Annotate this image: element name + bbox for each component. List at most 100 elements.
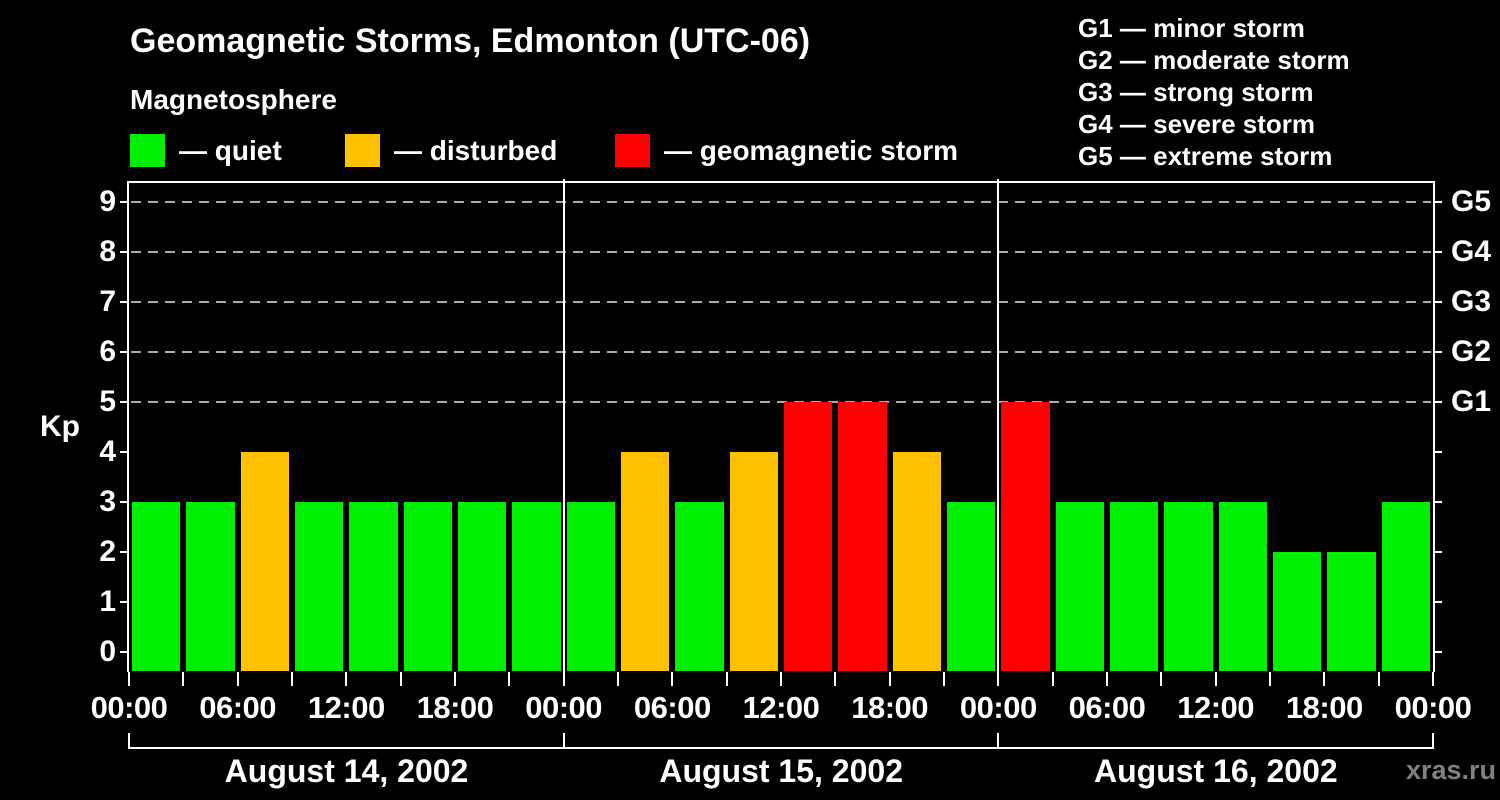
x-tick-label: 00:00 (90, 690, 168, 725)
x-tick (345, 672, 348, 686)
kp-bar (675, 501, 724, 671)
x-tick-label: 12:00 (1177, 690, 1255, 725)
y-tick-label: 3 (99, 484, 116, 518)
subtitle-magnetosphere: Magnetosphere (130, 84, 337, 115)
x-tick (834, 672, 837, 686)
y-axis-label-kp: Kp (40, 410, 80, 443)
x-tick (1269, 672, 1271, 686)
x-tick-label: 18:00 (416, 690, 494, 725)
g-scale-legend-line: G3 — strong storm (1078, 77, 1314, 107)
day-separator (997, 179, 1000, 672)
x-tick (291, 672, 293, 686)
y-tick (120, 650, 129, 653)
kp-bar (1327, 551, 1376, 671)
kp-bar (1381, 501, 1430, 671)
x-tick-label: 06:00 (199, 690, 277, 725)
x-tick-label: 00:00 (1394, 690, 1472, 725)
legend-label-quiet: — quiet (179, 135, 282, 166)
kp-bar (240, 451, 289, 671)
y-tick-right (1433, 600, 1442, 603)
y-tick (120, 350, 129, 353)
y-tick-right (1433, 250, 1442, 253)
x-tick (1051, 672, 1054, 686)
x-tick (780, 672, 782, 686)
legend-swatch-quiet-icon (130, 134, 165, 167)
g-scale-legend: G1 — minor storm G2 — moderate storm G3 … (1078, 12, 1350, 172)
day-separator (562, 179, 565, 672)
kp-bar (458, 501, 507, 671)
x-tick (943, 672, 945, 686)
g-scale-legend-line: G2 — moderate storm (1078, 45, 1350, 75)
kp-bar (947, 501, 996, 671)
kp-bar (892, 451, 941, 671)
kp-bar (784, 401, 833, 671)
x-tick-label: 12:00 (307, 690, 385, 725)
x-tick (182, 672, 185, 686)
date-bracket (128, 747, 1434, 749)
y-tick-right (1433, 650, 1442, 653)
x-tick (1377, 672, 1380, 686)
gridline (131, 250, 1431, 253)
y-tick-label: 5 (99, 384, 116, 418)
kp-bar (1164, 501, 1213, 671)
g-level-label: G2 (1451, 334, 1492, 368)
y-tick (120, 200, 129, 203)
x-tick-label: 00:00 (525, 690, 603, 725)
x-tick (997, 672, 1000, 686)
date-label: August 14, 2002 (224, 753, 469, 789)
date-label: August 15, 2002 (659, 753, 903, 789)
g-level-label: G3 (1451, 284, 1492, 318)
kp-bar (566, 501, 615, 671)
gridline (131, 400, 1431, 403)
g-scale-legend-line: G1 — minor storm (1078, 13, 1305, 43)
gridline (131, 350, 1431, 353)
legend-label-disturbed: — disturbed (394, 135, 558, 166)
legend-swatch-storm-icon (615, 134, 650, 167)
x-tick-label: 06:00 (633, 690, 711, 725)
kp-bar (403, 501, 452, 671)
y-tick-label: 1 (99, 584, 116, 618)
x-tick (562, 672, 565, 686)
x-tick-label: 00:00 (959, 690, 1037, 725)
kp-bar (1055, 501, 1104, 671)
x-tick (1160, 672, 1163, 686)
y-tick-label: 2 (99, 534, 116, 568)
y-tick-label: 4 (99, 434, 116, 468)
bracket-tick (997, 733, 1000, 749)
y-tick-right (1433, 550, 1442, 553)
kp-bar (621, 451, 670, 671)
x-tick (1106, 672, 1108, 686)
y-tick (120, 300, 129, 303)
x-tick (671, 672, 674, 686)
x-tick (454, 672, 456, 686)
bracket-tick (562, 733, 565, 749)
y-tick-right (1433, 500, 1442, 503)
y-tick (120, 600, 129, 603)
y-tick-right (1433, 400, 1442, 403)
y-tick (120, 500, 129, 503)
y-tick-right (1433, 450, 1442, 453)
x-tick-label: 18:00 (851, 690, 929, 725)
kp-bar (512, 501, 561, 671)
x-tick-label: 06:00 (1068, 690, 1146, 725)
x-tick (236, 672, 239, 686)
date-label: August 16, 2002 (1094, 753, 1338, 789)
y-tick-right (1433, 200, 1442, 203)
kp-bar (349, 501, 398, 671)
g-level-label: G4 (1451, 234, 1492, 268)
x-tick (617, 672, 619, 686)
y-tick-label: 7 (99, 284, 116, 318)
x-tick-label: 12:00 (742, 690, 820, 725)
y-tick-right (1433, 300, 1442, 303)
y-tick-label: 8 (99, 234, 116, 268)
kp-bar (132, 501, 181, 671)
bracket-tick (1432, 733, 1434, 749)
g-scale-legend-line: G5 — extreme storm (1078, 141, 1333, 171)
x-tick (888, 672, 891, 686)
x-tick (399, 672, 402, 686)
kp-bar (1218, 501, 1267, 671)
watermark: xras.ru (1405, 755, 1496, 785)
kp-bar (729, 451, 778, 671)
